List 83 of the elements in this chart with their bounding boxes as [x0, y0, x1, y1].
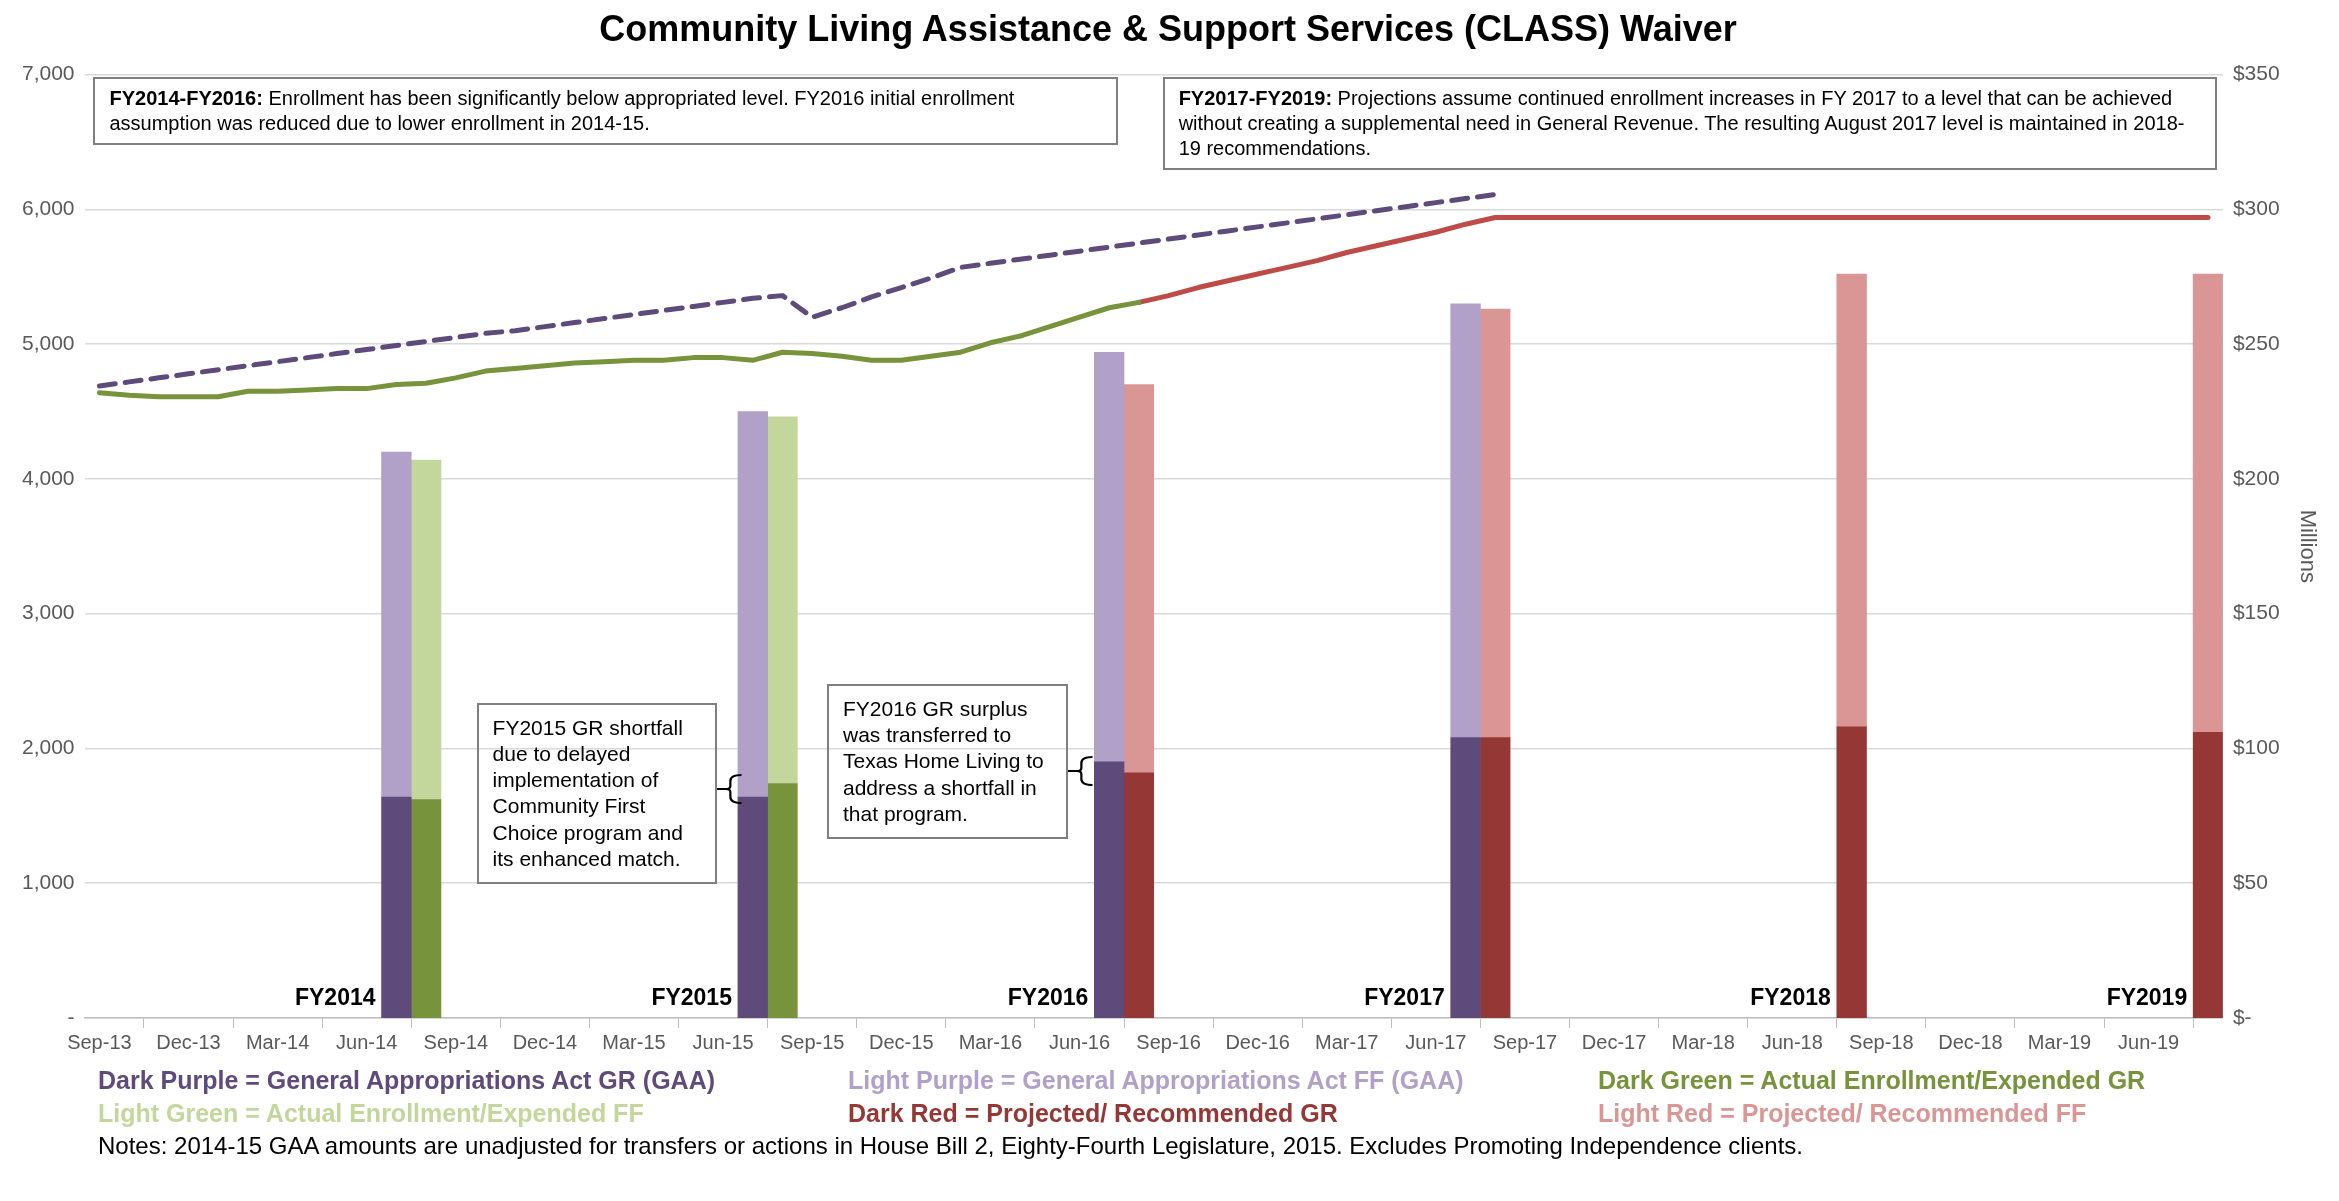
bar — [381, 796, 412, 1018]
chart-title: Community Living Assistance & Support Services (CLASS) Waiver — [598, 8, 1738, 51]
bar — [410, 799, 442, 1018]
x-tick-label: Sep-18 — [1849, 1030, 1914, 1053]
note-box: FY2014-FY2016: Enrollment has been significantly below appropriated level. FY2016 initial enrollment assumption was reduced due to lower enrollment in 2014-15. — [93, 77, 1119, 146]
bar — [410, 459, 442, 800]
x-tick-label: Dec-13 — [156, 1030, 221, 1053]
y-tick-label: 3,000 — [21, 600, 75, 624]
y-tick-label: - — [67, 1004, 75, 1028]
x-tick-label: Dec-14 — [512, 1030, 578, 1053]
annotation: FY2016 GR surplus was transferred to Texas Home Living to address a shortfall in that program. — [843, 696, 1044, 825]
bar — [737, 796, 768, 1018]
x-tick-label: Sep-15 — [779, 1030, 845, 1053]
y2-tick-label: $100 — [2232, 735, 2280, 759]
x-tick-label: Dec-16 — [1225, 1030, 1290, 1053]
bar — [1836, 726, 1867, 1018]
bar — [1480, 308, 1511, 739]
y2-tick-label: $150 — [2232, 600, 2280, 624]
x-tick-label: Mar-17 — [1315, 1030, 1379, 1053]
x-tick-label: Dec-15 — [869, 1030, 934, 1053]
x-tick-label: Jun-18 — [1761, 1030, 1823, 1053]
bar — [1093, 761, 1125, 1018]
y2-tick-label: $- — [2232, 1004, 2252, 1028]
bar — [767, 783, 798, 1018]
x-tick-label: Mar-16 — [958, 1030, 1023, 1053]
bar — [1123, 384, 1155, 774]
x-tick-label: Jun-15 — [692, 1030, 754, 1053]
y-tick-label: 6,000 — [21, 196, 75, 220]
x-tick-label: Mar-15 — [602, 1030, 666, 1053]
x-tick-label: Jun-19 — [2118, 1030, 2180, 1053]
y-tick-label: 5,000 — [21, 330, 75, 354]
x-tick-label: Jun-14 — [336, 1030, 398, 1053]
x-tick-label: Jun-17 — [1405, 1030, 1467, 1053]
note-box: FY2016 GR surplus was transferred to Texas Home Living to address a shortfall in that program. — [827, 683, 1068, 839]
y-tick-label: 7,000 — [21, 61, 75, 85]
x-tick-label: Sep-14 — [423, 1030, 489, 1053]
bar — [1450, 737, 1481, 1018]
text: Notes: 2014-15 GAA amounts are unadjusted for transfers or actions in House Bill 2, Eighty-Fourth Legislature, 2015. Excludes Promoting Independence clients. — [97, 1131, 1804, 1160]
annotation: FY2014-FY2016: Enrollment has been significantly below appropriated level. FY2016 initial enrollment assumption was reduced due to lower enrollment in 2014-15. — [109, 87, 1015, 135]
bar — [1123, 772, 1155, 1018]
y2-tick-label: $200 — [2232, 465, 2280, 489]
x-tick-label: Mar-18 — [1671, 1030, 1735, 1053]
y-tick-label: 4,000 — [21, 465, 75, 489]
y2-tick-label: $50 — [2232, 870, 2268, 894]
bar — [381, 451, 412, 798]
x-tick-label: Dec-18 — [1938, 1030, 2003, 1053]
text: Light Green = Actual Enrollment/Expended FF — [98, 1099, 645, 1128]
x-tick-label: Jun-16 — [1048, 1030, 1111, 1053]
annotation: FY2017 — [1364, 984, 1445, 1011]
y-tick-label: 2,000 — [21, 735, 75, 759]
annotation: FY2019 — [2106, 984, 2188, 1011]
x-tick-label: Dec-17 — [1581, 1030, 1647, 1053]
bar — [2192, 731, 2223, 1018]
annotation: FY2017-FY2019: Projections assume continued enrollment increases in FY 2017 to a level that can be achieved without creating a supplemental need in General Revenue. The resulting August 2017 level is maintained in 2018-19 recommendations. — [1178, 87, 2185, 160]
annotation: FY2015 — [651, 984, 732, 1011]
x-tick-label: Mar-19 — [2027, 1030, 2092, 1053]
text: Light Red = Projected/ Recommended FF — [1598, 1099, 2088, 1128]
bar — [2192, 273, 2223, 733]
annotation: FY2015 GR shortfall due to delayed implementation of Community First Choice program and its enhanced match. — [492, 715, 683, 870]
y2-axis-title: Millions — [2295, 509, 2321, 583]
text: Dark Purple = General Appropriations Act GR (GAA) — [98, 1066, 716, 1095]
x-tick-label: Sep-16 — [1136, 1030, 1201, 1053]
bar — [1480, 737, 1511, 1018]
y2-tick-label: $250 — [2232, 330, 2280, 354]
bar — [1093, 351, 1125, 763]
y-tick-label: 1,000 — [21, 870, 75, 894]
bar — [1450, 303, 1481, 739]
y2-tick-label: $350 — [2232, 61, 2280, 85]
text: Dark Green = Actual Enrollment/Expended GR — [1598, 1066, 2147, 1095]
y2-tick-label: $300 — [2232, 196, 2280, 220]
note-box: FY2015 GR shortfall due to delayed implementation of Community First Choice program and its enhanced match. — [476, 702, 718, 885]
text: Light Purple = General Appropriations Act FF (GAA) — [848, 1066, 1465, 1095]
note-box: FY2017-FY2019: Projections assume continued enrollment increases in FY 2017 to a level that can be achieved without creating a supplemental need in General Revenue. The resulting August 2017 level is maintained in 2018-19 recommendations. — [1162, 77, 2217, 171]
bar — [1836, 273, 1867, 728]
x-tick-label: Mar-14 — [245, 1030, 310, 1053]
annotation: FY2014 — [294, 984, 376, 1011]
x-tick-label: Sep-13 — [67, 1030, 132, 1053]
text: Dark Red = Projected/ Recommended GR — [848, 1099, 1339, 1128]
x-tick-label: Sep-17 — [1492, 1030, 1558, 1053]
bar — [737, 411, 768, 798]
annotation: FY2016 — [1007, 984, 1089, 1011]
bar — [767, 416, 798, 784]
annotation: FY2018 — [1750, 984, 1831, 1011]
